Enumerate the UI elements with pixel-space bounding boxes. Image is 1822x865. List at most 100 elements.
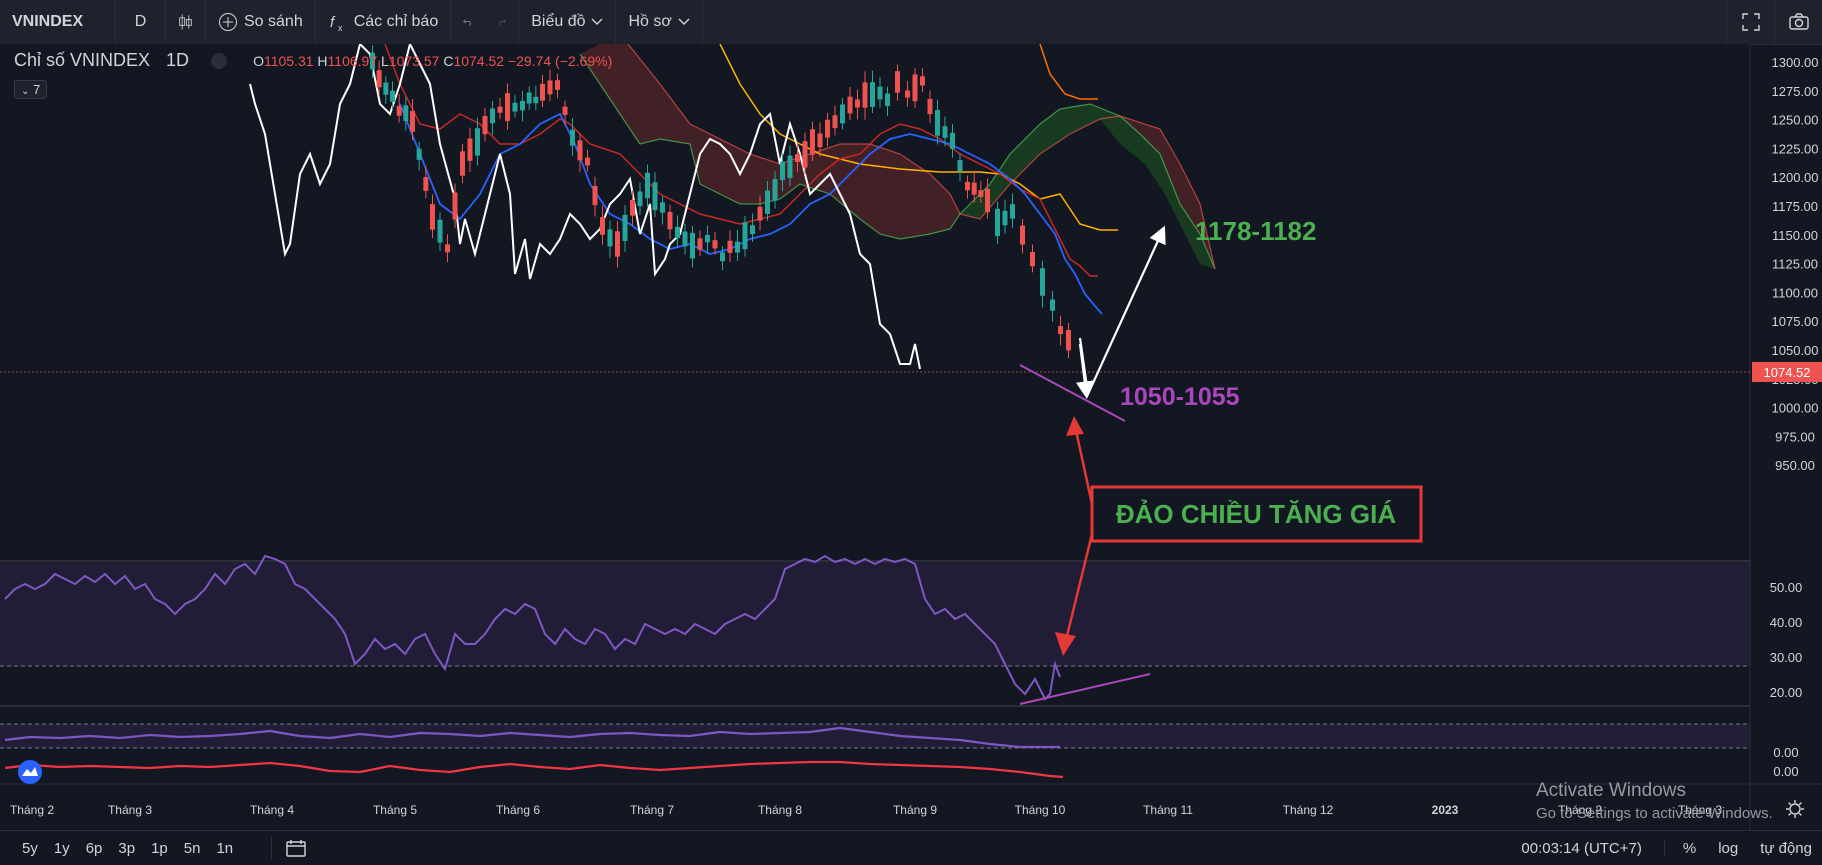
candle-body — [757, 206, 763, 221]
log-toggle[interactable]: log — [1718, 839, 1739, 857]
price-tick-label: 975.00 — [1775, 429, 1815, 444]
rsi-axis[interactable]: 50.00 40.00 30.00 20.00 — [1770, 580, 1803, 700]
range-button-3p[interactable]: 3p — [118, 839, 136, 857]
indicator-collapse-toggle[interactable]: ⌄ 7 — [14, 80, 48, 99]
candle-body — [877, 86, 883, 100]
redo-icon — [499, 19, 507, 26]
fullscreen-button[interactable] — [1726, 0, 1774, 44]
candle-body — [660, 202, 665, 213]
candle-body — [795, 154, 800, 162]
candle-body — [920, 76, 925, 86]
profile-menu[interactable]: Hồ sơ — [616, 0, 703, 44]
candle-body — [540, 83, 545, 101]
clock-timezone[interactable]: 00:03:14 (UTC+7) — [1521, 839, 1642, 857]
interval-label: D — [134, 13, 147, 30]
candle-body — [390, 90, 395, 102]
chart-type-menu[interactable]: Biểu đồ — [519, 0, 617, 44]
time-tick-label: Tháng 10 — [1015, 803, 1066, 817]
plus-circle-icon — [219, 13, 237, 31]
candle-body — [526, 92, 532, 104]
range-button-1n[interactable]: 1n — [216, 839, 234, 857]
candle-body — [965, 181, 970, 191]
symbol-label: VNINDEX — [12, 13, 84, 30]
range-button-5n[interactable]: 5n — [183, 839, 201, 857]
chart-style-button[interactable] — [166, 0, 206, 44]
gear-icon[interactable] — [1786, 800, 1804, 818]
watermark-title: Activate Windows — [1536, 780, 1686, 801]
price-tick-label: 1300.00 — [1772, 55, 1819, 70]
candle-body — [645, 172, 650, 199]
range-button-5y[interactable]: 5y — [22, 839, 38, 857]
candle-body — [927, 98, 933, 115]
range-buttons: 5y 1y 6p 3p 1p 5n 1n — [0, 840, 241, 857]
candle-body — [562, 106, 568, 116]
time-tick-label: Tháng 2 — [1558, 803, 1602, 817]
price-axis[interactable]: 1300.00 1275.00 1250.00 1225.00 1200.00 1175.… — [1772, 55, 1819, 473]
candle-body — [520, 100, 525, 111]
symbol-search[interactable]: VNINDEX — [0, 0, 116, 44]
candle-body — [817, 133, 823, 148]
rsi-tick-label: 40.00 — [1770, 615, 1803, 630]
price-tick-label: 1100.00 — [1772, 285, 1818, 300]
last-price-value: 1074.52 — [1764, 365, 1811, 380]
rsi-tick-label: 50.00 — [1770, 580, 1803, 595]
candle-body — [577, 140, 583, 161]
chevron-down-icon: ⌄ — [21, 86, 30, 97]
visibility-toggle[interactable] — [211, 52, 228, 69]
candle-body — [840, 104, 845, 124]
price-tick-label: 1225.00 — [1772, 141, 1819, 156]
bottom-toolbar: 5y 1y 6p 3p 1p 5n 1n 00:03:14 (UTC+7) % log tự… — [0, 830, 1822, 865]
range-button-1p[interactable]: 1p — [151, 839, 168, 857]
toolbar-right — [1726, 0, 1822, 44]
svg-text:x: x — [338, 23, 343, 32]
time-axis[interactable]: Tháng 2 Tháng 3 Tháng 4 Tháng 5 Tháng 6 Tháng… — [10, 803, 1722, 817]
time-tick-label: Tháng 4 — [250, 803, 294, 817]
symbol-title: Chỉ số VNINDEX — [14, 50, 151, 70]
candle-body — [697, 238, 703, 250]
candle-body — [971, 182, 977, 195]
candle-body — [475, 128, 480, 156]
price-tick-label: 1175.00 — [1772, 199, 1818, 214]
timeframe-label: 1D — [166, 50, 190, 70]
candle-body — [505, 93, 510, 121]
chevron-down-icon — [591, 18, 603, 25]
fullscreen-icon — [1741, 13, 1760, 31]
percent-toggle[interactable]: % — [1663, 839, 1696, 857]
compare-button[interactable]: So sánh — [206, 0, 316, 44]
range-button-1y[interactable]: 1y — [53, 839, 70, 857]
reversal-arrow-up — [1073, 425, 1094, 505]
rsi-trendline — [1019, 673, 1151, 705]
candle-body — [765, 190, 770, 214]
main-pane[interactable] — [0, 44, 1750, 560]
candle-body — [423, 177, 429, 191]
interval-button[interactable]: D — [116, 0, 166, 44]
cloud-bearish-2 — [1120, 116, 1215, 269]
candle-body — [705, 234, 710, 243]
base-ma-line — [384, 44, 1098, 277]
redo-button[interactable] — [485, 0, 520, 44]
candle-body — [1010, 204, 1015, 219]
osc-tick-label: 0.00 — [1773, 764, 1798, 779]
time-tick-label: Tháng 3 — [108, 803, 152, 817]
chart-area[interactable]: 1178-1182 1050-1055 ĐẢO CHIỀU TĂNG GIÁ 1… — [0, 44, 1822, 830]
osc-axis[interactable]: 0.00 0.00 — [1773, 745, 1798, 779]
date-range-button[interactable] — [271, 836, 306, 860]
candle-body — [885, 93, 890, 107]
price-tick-label: 950.00 — [1775, 458, 1815, 473]
auto-scale-toggle[interactable]: tự động — [1760, 839, 1812, 857]
candle-body — [712, 240, 718, 249]
support-label: 1050-1055 — [1120, 383, 1240, 411]
candle-body — [690, 232, 695, 259]
candle-body — [600, 217, 605, 235]
undo-button[interactable] — [451, 0, 485, 44]
range-button-6p[interactable]: 6p — [85, 839, 103, 857]
candle-body — [570, 129, 575, 146]
screenshot-button[interactable] — [1774, 0, 1822, 44]
candle-body — [607, 229, 613, 247]
price-tick-label: 1275.00 — [1772, 84, 1819, 99]
candlesticks — [370, 45, 1071, 359]
rsi-line — [4, 554, 1061, 701]
price-tick-label: 1250.00 — [1772, 113, 1819, 128]
candle-body — [780, 161, 785, 181]
